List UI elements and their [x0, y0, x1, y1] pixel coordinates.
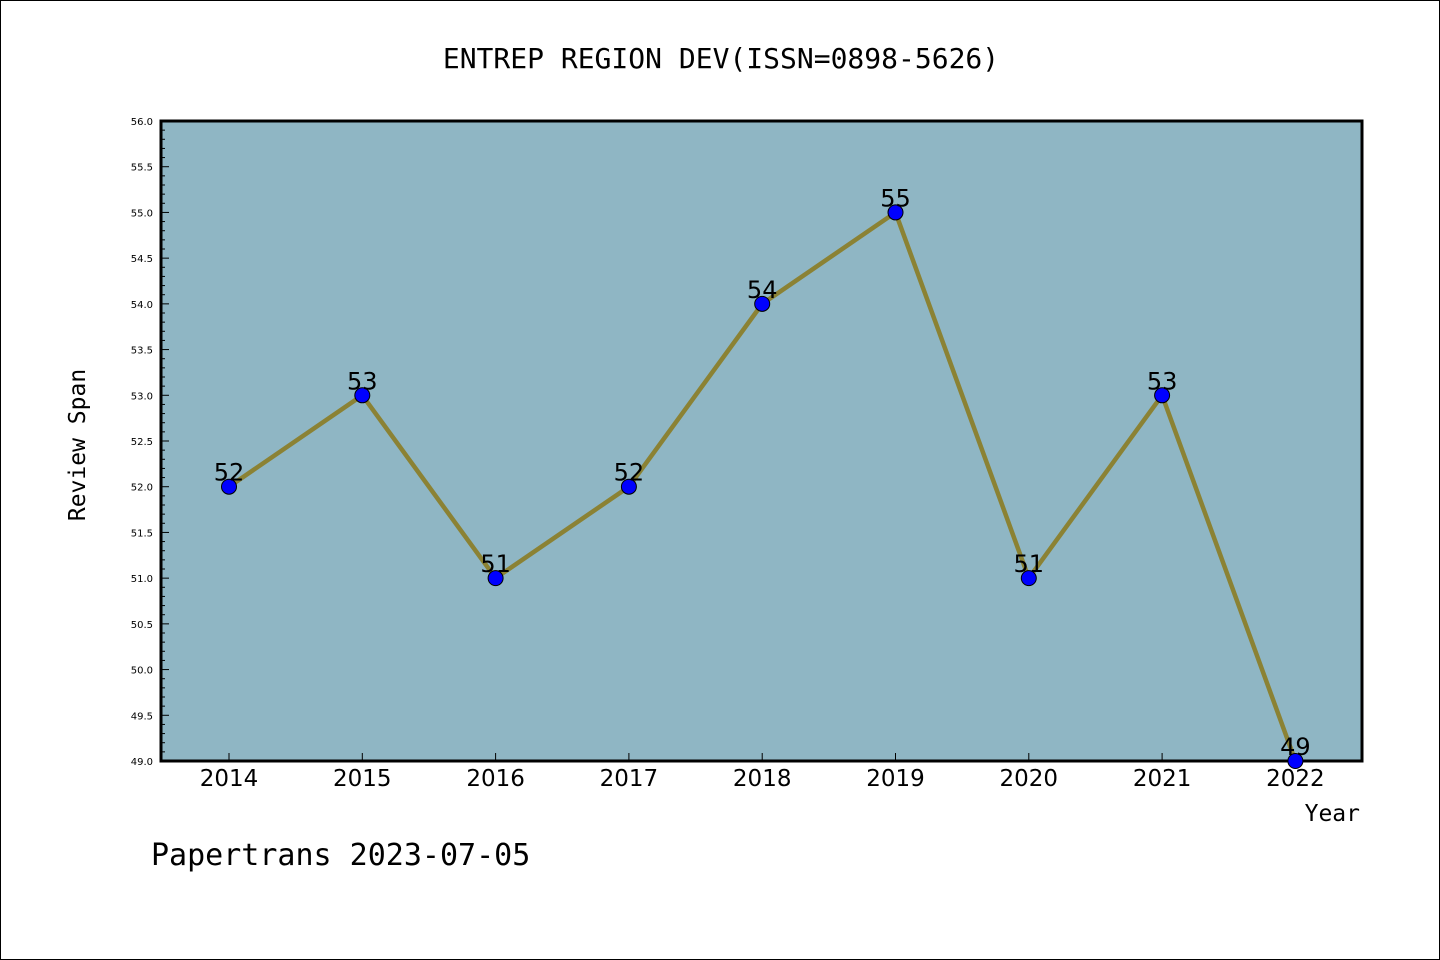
- data-points-layer: [221, 204, 1304, 769]
- x-axis-ticks: 2014 2015 2016 2017 2018 2019 2020 2021 2022: [200, 753, 1325, 792]
- x-tick-label: 2016: [466, 766, 525, 792]
- x-tick-label: 2019: [866, 766, 925, 792]
- chart-title: ENTREP REGION DEV(ISSN=0898-5626): [443, 42, 999, 75]
- data-point: [1154, 387, 1171, 404]
- data-point: [754, 295, 771, 312]
- x-axis-label: Year: [1305, 801, 1360, 827]
- data-labels-layer: 52 53 51 52 54 55 51 53 49: [214, 184, 1311, 761]
- plot-area: [159, 119, 1364, 763]
- y-tick-label: 53.5: [131, 346, 153, 357]
- y-axis-ticks: 49.0 49.5 50.0 50.5 51.0 51.5 52.0 52.5 53.0 53.5…: [131, 117, 169, 768]
- x-tick-label: 2017: [600, 766, 659, 792]
- data-label: 53: [347, 367, 378, 395]
- y-tick-label: 52.0: [131, 483, 153, 494]
- x-tick-label: 2014: [200, 766, 259, 792]
- y-tick-label: 54.5: [131, 254, 153, 265]
- data-point: [620, 478, 637, 495]
- y-tick-label: 51.0: [131, 574, 153, 585]
- y-tick-label: 49.5: [131, 711, 153, 722]
- y-tick-label: 55.0: [131, 208, 153, 219]
- y-tick-label: 52.5: [131, 437, 153, 448]
- y-tick-label: 53.0: [131, 391, 153, 402]
- y-tick-label: 49.0: [131, 757, 153, 768]
- data-label: 51: [1014, 550, 1045, 578]
- x-tick-label: 2018: [733, 766, 792, 792]
- data-point: [1020, 570, 1037, 587]
- y-tick-label: 55.5: [131, 163, 153, 174]
- x-tick-label: 2015: [333, 766, 392, 792]
- x-tick-label: 2022: [1266, 766, 1325, 792]
- data-point: [221, 478, 237, 495]
- data-label: 52: [214, 459, 245, 487]
- x-tick-label: 2021: [1133, 766, 1192, 792]
- y-tick-label: 50.5: [131, 620, 153, 631]
- x-tick-label: 2020: [1000, 766, 1059, 792]
- y-axis-label: Review Span: [65, 369, 91, 521]
- data-point: [354, 387, 371, 404]
- data-point: [1287, 753, 1304, 769]
- footer-stamp: Papertrans 2023-07-05: [151, 838, 530, 873]
- y-tick-label: 50.0: [131, 666, 153, 677]
- y-tick-label: 54.0: [131, 300, 153, 311]
- data-label: 55: [880, 184, 911, 212]
- data-label: 53: [1147, 367, 1178, 395]
- data-label: 49: [1280, 733, 1311, 761]
- y-tick-label: 51.5: [131, 528, 153, 539]
- data-label: 51: [480, 550, 511, 578]
- y-tick-label: 56.0: [131, 117, 153, 128]
- data-label: 52: [614, 459, 645, 487]
- data-label: 54: [747, 276, 778, 304]
- data-point: [487, 570, 504, 587]
- data-point: [887, 204, 904, 221]
